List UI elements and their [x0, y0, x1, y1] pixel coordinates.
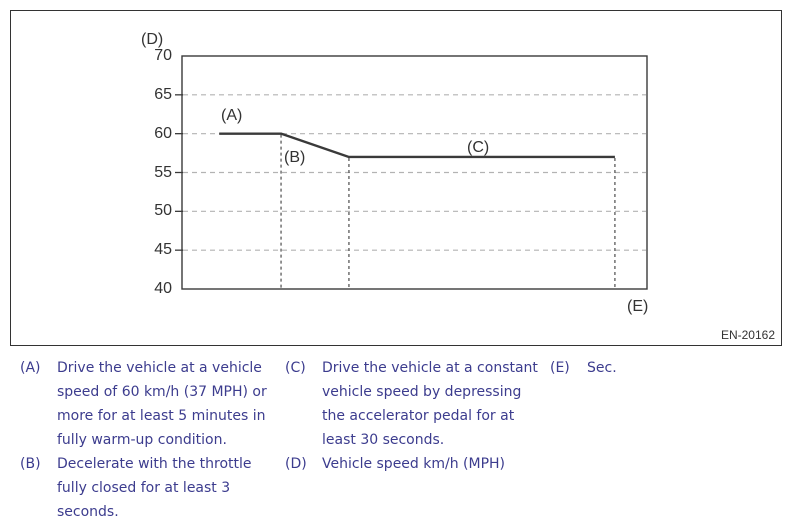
legend-item-b: (B) Decelerate with the throttle fully c… [20, 452, 282, 524]
chart-figure-box: (D) 70 65 60 55 50 45 40 (A) (B) (C) (E) EN-20… [10, 10, 782, 346]
x-axis-label: (E) [627, 298, 649, 315]
legend-item-text: Decelerate with the throttle fully close… [57, 456, 252, 520]
segment-label-c: (C) [467, 139, 490, 156]
legend-item-id: (E) [550, 360, 570, 376]
legend-item-id: (A) [20, 360, 41, 376]
legend-item-id: (D) [285, 456, 307, 472]
segment-label-b: (B) [284, 149, 306, 166]
y-tick-label: 45 [154, 241, 172, 259]
legend-item-text: Drive the vehicle at a vehicle speed of … [57, 360, 267, 448]
legend-item-e: (E) Sec. [550, 356, 780, 380]
legend-item-text: Vehicle speed km/h (MPH) [322, 456, 506, 472]
legend-column-1: (A) Drive the vehicle at a vehicle speed… [20, 356, 282, 524]
y-tick-label: 50 [154, 202, 172, 220]
y-axis-label: (D) [141, 31, 164, 48]
y-tick-label: 65 [154, 85, 172, 103]
y-tick-label: 40 [154, 280, 172, 297]
legend-column-3: (E) Sec. [550, 356, 780, 380]
legend-item-d: (D) Vehicle speed km/h (MPH) [285, 452, 547, 476]
legend-item-id: (B) [20, 456, 41, 472]
legend-item-a: (A) Drive the vehicle at a vehicle speed… [20, 356, 282, 452]
figure-code: EN-20162 [720, 328, 775, 342]
legend-item-c: (C) Drive the vehicle at a constant vehi… [285, 356, 547, 452]
legend-item-text: Sec. [587, 360, 617, 376]
legend-item-text: Drive the vehicle at a constant vehicle … [322, 360, 538, 448]
y-tick-label: 70 [154, 47, 172, 64]
segment-label-a: (A) [221, 107, 243, 124]
line-chart [175, 55, 648, 290]
y-tick-label: 60 [154, 124, 172, 142]
legend-column-2: (C) Drive the vehicle at a constant vehi… [285, 356, 547, 476]
legend-item-id: (C) [285, 360, 306, 376]
y-tick-label: 55 [154, 163, 172, 181]
